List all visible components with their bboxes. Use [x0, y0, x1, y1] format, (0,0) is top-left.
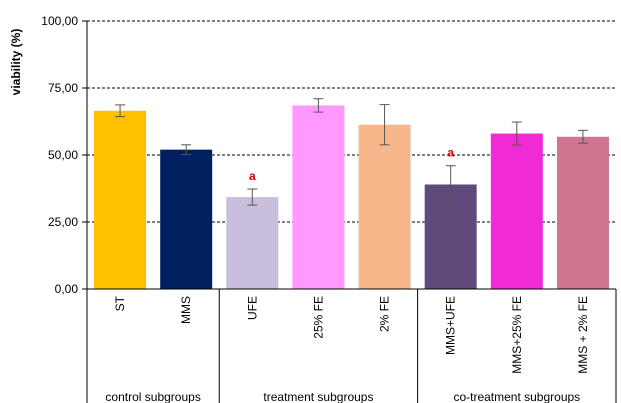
category-label: MMS: [179, 296, 193, 324]
category-label: 2% FE: [378, 296, 392, 332]
category-label: 25% FE: [311, 296, 325, 339]
bar: [358, 124, 411, 289]
group-label: control subgroups: [105, 390, 200, 403]
bar: [490, 133, 543, 289]
significance-marker: a: [447, 146, 454, 160]
bar: [226, 197, 279, 289]
significance-marker: a: [249, 169, 256, 183]
bar: [160, 149, 213, 289]
bars: [94, 105, 609, 289]
y-tick-label: 75,00: [48, 81, 78, 95]
bar: [292, 105, 345, 289]
error-bars: [115, 98, 588, 206]
group-label: treatment subgroups: [263, 390, 373, 403]
category-label: MMS+25% FE: [510, 296, 524, 374]
y-tick-label: 0,00: [55, 282, 79, 296]
y-tick-label: 25,00: [48, 215, 78, 229]
labels: 0,00 25,00 50,00 75,00 100,00 ST MMS a UFE 25% FE…: [41, 14, 590, 403]
y-tick-label: 50,00: [48, 148, 78, 162]
bar: [556, 136, 609, 289]
group-label: co-treatment subgroups: [453, 390, 580, 403]
y-axis-title: viability (%): [9, 29, 23, 96]
category-label: ST: [113, 295, 127, 311]
axes: [82, 20, 617, 403]
bar: [94, 110, 147, 289]
category-label: MMS+UFE: [444, 296, 458, 355]
category-label: MMS + 2% FE: [576, 296, 590, 374]
y-tick-label: 100,00: [41, 14, 78, 28]
category-label: UFE: [245, 296, 259, 320]
